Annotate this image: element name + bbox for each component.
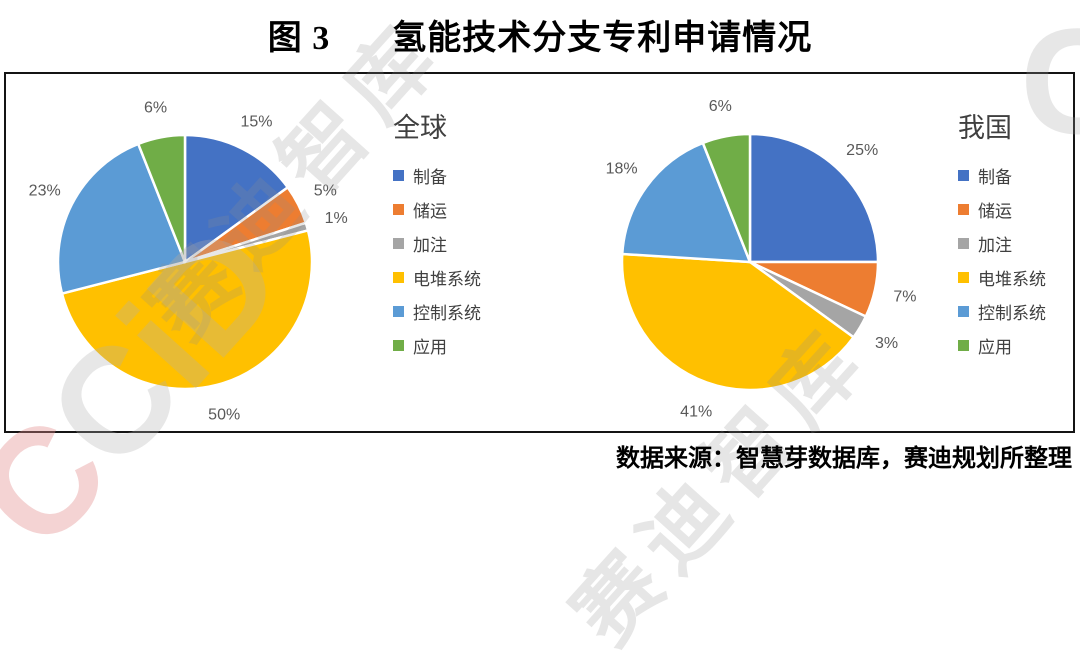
figure-label: 图 3 — [267, 20, 331, 57]
pie-slice-电堆系统 — [60, 229, 314, 391]
legend-global: 全球 制备 储运 加注 电堆系统 控制系统 应用 — [393, 106, 481, 369]
figure-title-text: 氢能技术分支专利申请情况 — [392, 20, 813, 57]
legend-item-refueling: 加注 — [958, 233, 1046, 255]
legend-item-stack-system: 电堆系统 — [393, 267, 481, 289]
pie-percent-label: 41% — [680, 403, 712, 420]
pie-slice-应用 — [701, 132, 752, 264]
pie-percent-label: 7% — [893, 289, 916, 306]
legend-label: 储运 — [413, 202, 447, 221]
legend-swatch — [393, 204, 404, 215]
legend-label: 应用 — [413, 338, 447, 357]
data-source: 数据来源：智慧芽数据库，赛迪规划所整理 — [616, 446, 1072, 472]
legend-label: 制备 — [978, 168, 1012, 187]
legend-swatch — [958, 272, 969, 283]
legend-label: 加注 — [413, 236, 447, 255]
legend-item-control-system: 控制系统 — [958, 301, 1046, 323]
legend-item-preparation: 制备 — [393, 165, 481, 187]
pie-percent-label: 3% — [875, 335, 898, 352]
legend-item-application: 应用 — [958, 335, 1046, 357]
pie-percent-label: 5% — [314, 183, 337, 200]
pie-slice-电堆系统 — [620, 252, 855, 392]
legend-swatch — [393, 272, 404, 283]
legend-swatch — [958, 306, 969, 317]
legend-china: 我国 制备 储运 加注 电堆系统 控制系统 应用 — [958, 106, 1046, 369]
legend-label: 电堆系统 — [978, 270, 1046, 289]
pie-slice-应用 — [136, 133, 187, 264]
pie-charts-canvas: 15% 5% 1% 50% 23% 6% 25% 7% 3% 41% 18% 6% — [29, 98, 917, 424]
legend-label: 加注 — [978, 236, 1012, 255]
legend-item-application: 应用 — [393, 335, 481, 357]
pie-percent-label: 6% — [144, 99, 167, 116]
pie-percent-label: 50% — [208, 407, 240, 424]
legend-item-refueling: 加注 — [393, 233, 481, 255]
pie-title-global: 全球 — [393, 113, 447, 143]
legend-swatch — [393, 306, 404, 317]
legend-item-control-system: 控制系统 — [393, 301, 481, 323]
legend-label: 控制系统 — [413, 304, 481, 323]
legend-label: 制备 — [413, 168, 447, 187]
pie-title-china: 我国 — [958, 113, 1012, 143]
legend-swatch — [958, 204, 969, 215]
legend-swatch — [393, 170, 404, 181]
pie-slice-制备 — [748, 132, 880, 264]
legend-swatch — [958, 238, 969, 249]
pie-percent-label: 1% — [325, 210, 348, 227]
pie-percent-label: 23% — [29, 183, 61, 200]
pie-percent-label: 25% — [846, 142, 878, 159]
figure-title: 图 3 氢能技术分支专利申请情况 — [0, 10, 1080, 59]
legend-item-stack-system: 电堆系统 — [958, 267, 1046, 289]
pie-slice-控制系统 — [621, 141, 752, 264]
legend-item-storage-transport: 储运 — [958, 199, 1046, 221]
pie-percent-label: 6% — [709, 98, 732, 115]
legend-item-preparation: 制备 — [958, 165, 1046, 187]
pie-slice-控制系统 — [56, 142, 187, 295]
legend-swatch — [958, 170, 969, 181]
pie-slice-制备 — [183, 133, 289, 264]
legend-swatch — [393, 238, 404, 249]
legend-item-storage-transport: 储运 — [393, 199, 481, 221]
legend-label: 电堆系统 — [413, 270, 481, 289]
legend-swatch — [393, 340, 404, 351]
legend-label: 应用 — [978, 338, 1012, 357]
pie-percent-label: 18% — [606, 161, 638, 178]
legend-label: 控制系统 — [978, 304, 1046, 323]
legend-label: 储运 — [978, 202, 1012, 221]
pie-percent-label: 15% — [240, 114, 272, 131]
legend-swatch — [958, 340, 969, 351]
